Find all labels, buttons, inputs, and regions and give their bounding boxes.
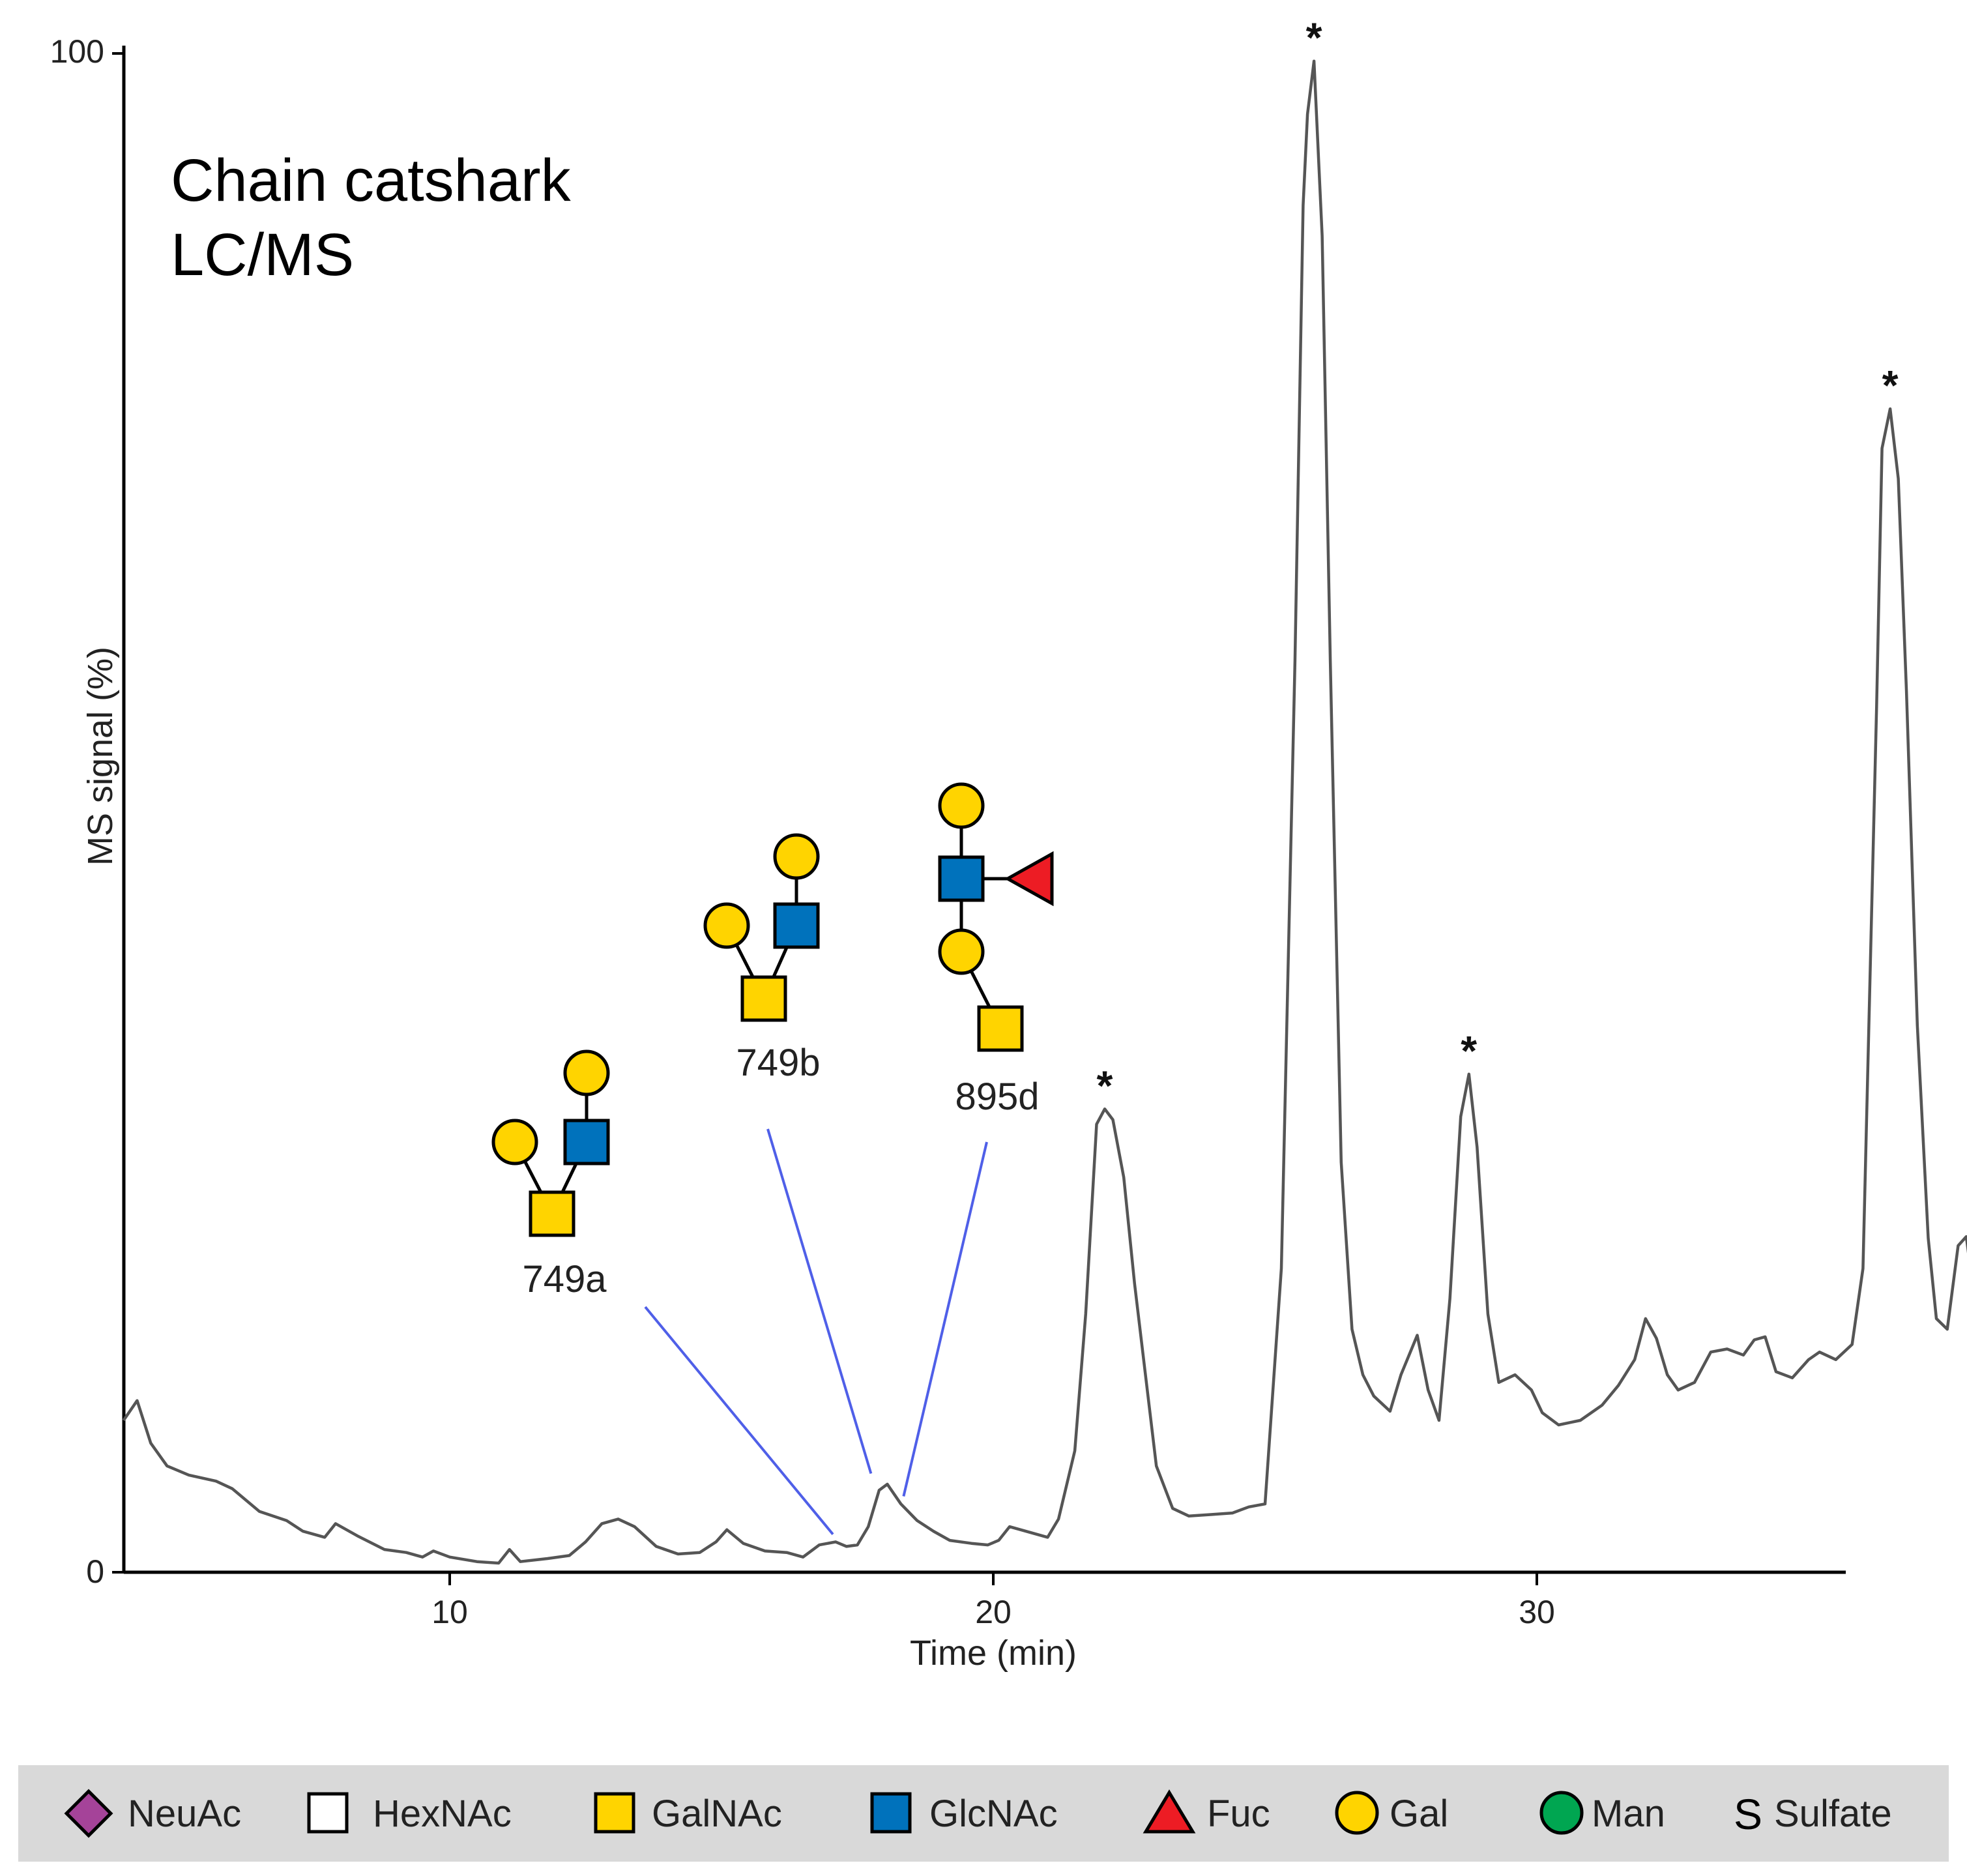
- chromatogram-trace: [122, 59, 1967, 1565]
- legend-label-hexnac: HexNAc: [373, 1793, 512, 1835]
- callout-line-749b: [766, 1128, 873, 1474]
- legend-label-fuc: Fuc: [1207, 1793, 1270, 1835]
- y-tick-label-0: 0: [86, 1553, 104, 1590]
- callout-line-749a: [644, 1306, 834, 1536]
- legend-neuac-icon: [64, 1789, 113, 1838]
- gal-icon: [773, 833, 820, 880]
- gal-icon: [491, 1119, 538, 1165]
- legend-gal-icon: [1335, 1791, 1379, 1835]
- glycan-749a: [491, 1049, 610, 1237]
- legend-galnac-icon: [594, 1792, 635, 1834]
- gal-icon: [938, 782, 985, 829]
- legend-label-sulfate: Sulfate: [1774, 1793, 1892, 1835]
- y-tick-label-100: 100: [50, 33, 104, 70]
- x-tick-label-20: 20: [975, 1594, 1012, 1630]
- glcnac-icon: [773, 902, 820, 949]
- peak-marker-2: *: [1306, 14, 1322, 61]
- legend-label-man: Man: [1592, 1793, 1665, 1835]
- legend-man-icon: [1539, 1791, 1584, 1835]
- annotation-label-749a: 749a: [522, 1258, 607, 1300]
- peak-markers: * * * *: [1097, 14, 1899, 1109]
- legend-sulfate-icon: S: [1734, 1790, 1762, 1838]
- legend: NeuAc HexNAc GalNAc GlcNAc Fuc Gal Man S…: [18, 1765, 1949, 1862]
- chart-subtitle: LC/MS: [171, 222, 354, 288]
- annotation-label-749b: 749b: [736, 1042, 820, 1084]
- x-tick-label-10: 10: [431, 1594, 468, 1630]
- annotation-label-895d: 895d: [955, 1076, 1039, 1118]
- legend-fuc-icon: [1143, 1789, 1196, 1834]
- callout-line-895d: [902, 1141, 988, 1497]
- peak-marker-3: *: [1461, 1027, 1477, 1074]
- glcnac-icon: [938, 855, 985, 902]
- gal-icon: [703, 902, 750, 949]
- legend-label-glcnac: GlcNAc: [929, 1793, 1058, 1835]
- x-axis-title: Time (min): [910, 1634, 1077, 1673]
- legend-glcnac-icon: [870, 1792, 912, 1834]
- galnac-icon: [977, 1005, 1024, 1052]
- gal-icon: [563, 1049, 610, 1096]
- legend-label-neuac: NeuAc: [128, 1793, 241, 1835]
- galnac-icon: [529, 1190, 576, 1237]
- galnac-icon: [740, 975, 787, 1022]
- glcnac-icon: [563, 1119, 610, 1165]
- fuc-icon: [1004, 851, 1054, 907]
- legend-label-gal: Gal: [1390, 1793, 1448, 1835]
- peak-marker-1: *: [1097, 1062, 1113, 1109]
- x-tick-label-30: 30: [1519, 1594, 1555, 1630]
- legend-label-galnac: GalNAc: [652, 1793, 782, 1835]
- glycan-749b: [703, 833, 820, 1022]
- legend-hexnac-icon: [307, 1792, 349, 1834]
- chart-title: Chain catshark: [171, 147, 572, 214]
- annotation-callouts: [644, 1128, 988, 1536]
- gal-icon: [938, 928, 985, 975]
- peak-marker-4: *: [1882, 362, 1899, 409]
- glycan-895d: [938, 782, 1054, 1052]
- axes: 100 0 10 20 30 Time (min) MS signal (%): [50, 33, 1846, 1673]
- y-axis-title: MS signal (%): [81, 647, 120, 866]
